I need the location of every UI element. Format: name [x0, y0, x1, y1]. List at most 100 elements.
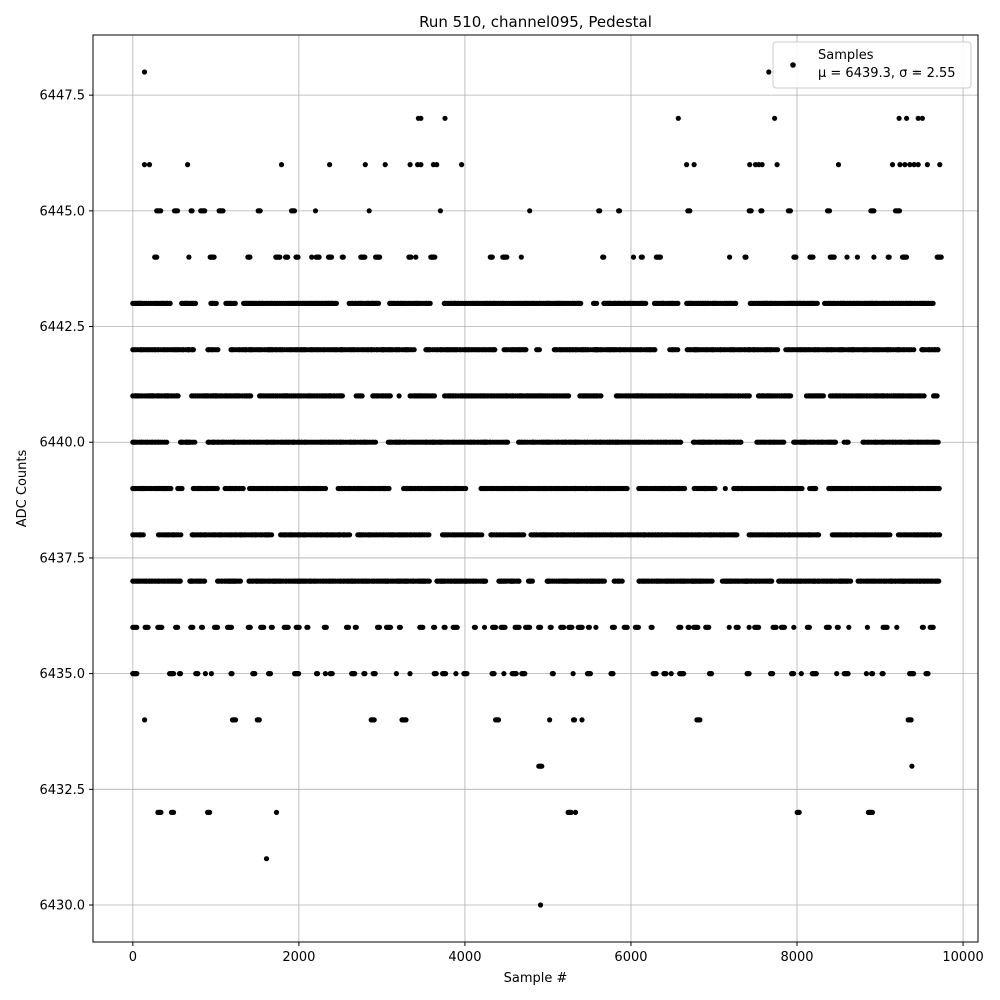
data-point	[175, 624, 181, 630]
data-point	[601, 254, 607, 260]
x-tick-label: 0	[129, 950, 137, 965]
data-point	[377, 254, 383, 260]
data-point	[769, 578, 775, 584]
data-point	[263, 856, 270, 862]
data-point	[396, 393, 402, 399]
data-point	[492, 347, 498, 353]
data-point	[772, 115, 778, 121]
data-point	[738, 439, 744, 445]
data-point	[681, 671, 687, 677]
data-point	[432, 254, 438, 260]
data-point	[174, 208, 181, 214]
data-point	[889, 162, 896, 168]
data-point	[909, 763, 915, 769]
data-point	[479, 532, 485, 538]
data-point	[413, 254, 419, 260]
data-point	[261, 624, 267, 630]
legend-marker	[790, 62, 796, 68]
data-point	[653, 671, 659, 677]
data-point	[601, 578, 608, 584]
data-point	[691, 162, 697, 168]
data-point	[734, 532, 740, 538]
data-point	[277, 254, 283, 260]
data-point	[523, 347, 529, 353]
data-point	[826, 208, 833, 214]
data-point	[141, 69, 148, 75]
data-point	[610, 671, 616, 677]
data-point	[870, 671, 876, 677]
data-point	[202, 578, 208, 584]
data-point	[420, 624, 426, 630]
data-point	[178, 532, 184, 538]
data-point	[411, 347, 417, 353]
data-point	[675, 300, 681, 306]
data-point	[382, 162, 388, 168]
data-point	[170, 809, 177, 816]
data-point	[232, 300, 238, 306]
data-point	[816, 532, 822, 538]
data-point	[312, 208, 319, 214]
data-point	[810, 254, 816, 260]
data-point	[146, 162, 153, 168]
data-point	[871, 254, 877, 260]
data-point	[678, 624, 684, 630]
data-point	[366, 208, 372, 214]
data-point	[252, 671, 258, 677]
data-point	[624, 485, 630, 492]
data-point	[186, 254, 192, 260]
data-point	[190, 624, 196, 630]
data-point	[142, 717, 148, 723]
data-point	[504, 439, 511, 445]
data-point	[911, 671, 917, 677]
data-point	[806, 624, 813, 630]
axis-ticks: 0 2000 4000 6000 8000 10000 6430.0 6432.5 6435.0…	[40, 89, 984, 965]
data-point	[787, 208, 794, 214]
data-point	[746, 624, 752, 630]
data-point	[386, 485, 392, 492]
data-point	[431, 393, 437, 399]
data-point	[403, 717, 409, 723]
data-point	[347, 532, 353, 538]
data-point	[743, 254, 749, 260]
legend-box	[772, 41, 972, 89]
data-point	[229, 671, 235, 677]
data-point	[418, 115, 424, 121]
data-point	[208, 671, 214, 677]
data-point	[232, 717, 239, 723]
data-point	[934, 393, 940, 399]
data-point	[427, 300, 433, 306]
data-point	[329, 671, 335, 677]
data-point	[907, 162, 913, 168]
y-tick-label: 6437.5	[40, 551, 86, 566]
data-point	[257, 208, 263, 214]
data-point	[192, 300, 199, 306]
data-point	[568, 809, 574, 816]
data-point	[921, 393, 927, 399]
data-point	[937, 532, 943, 538]
data-point	[896, 208, 903, 214]
data-point	[593, 624, 599, 630]
data-point	[684, 162, 690, 168]
data-point	[362, 254, 368, 260]
data-point	[902, 162, 908, 168]
data-point	[572, 809, 579, 816]
data-point	[443, 671, 449, 677]
data-point	[207, 809, 213, 816]
data-point	[550, 671, 556, 677]
data-point	[199, 624, 206, 630]
data-point	[296, 624, 302, 630]
data-point	[845, 671, 851, 677]
data-point	[247, 624, 253, 630]
data-point	[668, 671, 674, 677]
data-point	[333, 300, 339, 306]
data-point	[908, 717, 914, 723]
data-point	[267, 671, 274, 677]
data-point	[442, 115, 448, 121]
data-point	[937, 162, 943, 168]
data-point	[516, 578, 522, 584]
data-point	[935, 347, 941, 353]
data-point	[781, 439, 787, 445]
data-point	[202, 671, 208, 677]
data-point	[248, 393, 254, 399]
data-point	[372, 671, 378, 677]
